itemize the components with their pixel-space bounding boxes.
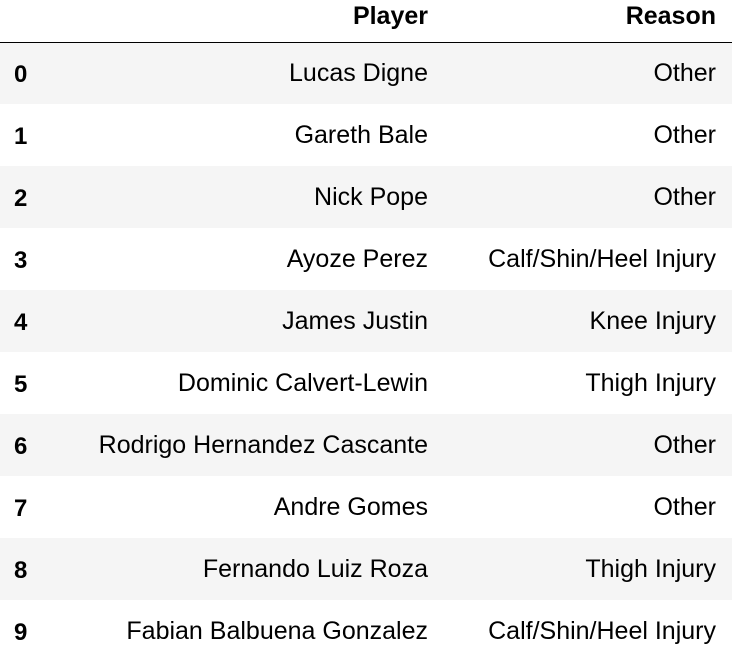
reason-cell: Other bbox=[653, 430, 716, 459]
index-column-header bbox=[0, 0, 46, 43]
player-cell: Fernando Luiz Roza bbox=[202, 554, 428, 583]
player-cell: James Justin bbox=[282, 306, 428, 335]
table-row: 5 Dominic Calvert-Lewin Thigh Injury bbox=[0, 352, 732, 414]
row-index: 7 bbox=[14, 495, 28, 522]
header-row: Player Reason bbox=[0, 0, 732, 43]
table-row: 4 James Justin Knee Injury bbox=[0, 290, 732, 352]
row-index: 1 bbox=[14, 123, 28, 150]
reason-cell: Other bbox=[653, 120, 716, 149]
row-index: 8 bbox=[14, 557, 28, 584]
table-header: Player Reason bbox=[0, 0, 732, 43]
player-cell: Lucas Digne bbox=[289, 58, 428, 87]
player-column-header: Player bbox=[46, 0, 444, 43]
row-index: 9 bbox=[14, 619, 28, 646]
table-row: 7 Andre Gomes Other bbox=[0, 476, 732, 538]
reason-cell: Thigh Injury bbox=[585, 368, 716, 397]
reason-cell: Knee Injury bbox=[589, 306, 716, 335]
row-index: 6 bbox=[14, 433, 28, 460]
table-body: 0 Lucas Digne Other 1 Gareth Bale Other … bbox=[0, 42, 732, 662]
row-index: 2 bbox=[14, 185, 28, 212]
row-index: 3 bbox=[14, 247, 28, 274]
row-index: 5 bbox=[14, 371, 28, 398]
row-index: 4 bbox=[14, 309, 28, 336]
table-row: 9 Fabian Balbuena Gonzalez Calf/Shin/Hee… bbox=[0, 600, 732, 662]
player-cell: Rodrigo Hernandez Cascante bbox=[98, 430, 428, 459]
reason-cell: Thigh Injury bbox=[585, 554, 716, 583]
table-row: 1 Gareth Bale Other bbox=[0, 104, 732, 166]
table-row: 0 Lucas Digne Other bbox=[0, 42, 732, 104]
reason-cell: Calf/Shin/Heel Injury bbox=[488, 244, 716, 273]
player-cell: Fabian Balbuena Gonzalez bbox=[126, 616, 428, 645]
reason-cell: Other bbox=[653, 58, 716, 87]
table-row: 3 Ayoze Perez Calf/Shin/Heel Injury bbox=[0, 228, 732, 290]
table-row: 8 Fernando Luiz Roza Thigh Injury bbox=[0, 538, 732, 600]
table-row: 2 Nick Pope Other bbox=[0, 166, 732, 228]
player-cell: Nick Pope bbox=[314, 182, 428, 211]
reason-cell: Calf/Shin/Heel Injury bbox=[488, 616, 716, 645]
player-cell: Gareth Bale bbox=[294, 120, 428, 149]
player-cell: Ayoze Perez bbox=[286, 244, 428, 273]
reason-column-header: Reason bbox=[444, 0, 732, 43]
reason-cell: Other bbox=[653, 182, 716, 211]
player-cell: Andre Gomes bbox=[273, 492, 428, 521]
player-cell: Dominic Calvert-Lewin bbox=[177, 368, 428, 397]
table-row: 6 Rodrigo Hernandez Cascante Other bbox=[0, 414, 732, 476]
row-index: 0 bbox=[14, 61, 28, 89]
reason-cell: Other bbox=[653, 492, 716, 521]
